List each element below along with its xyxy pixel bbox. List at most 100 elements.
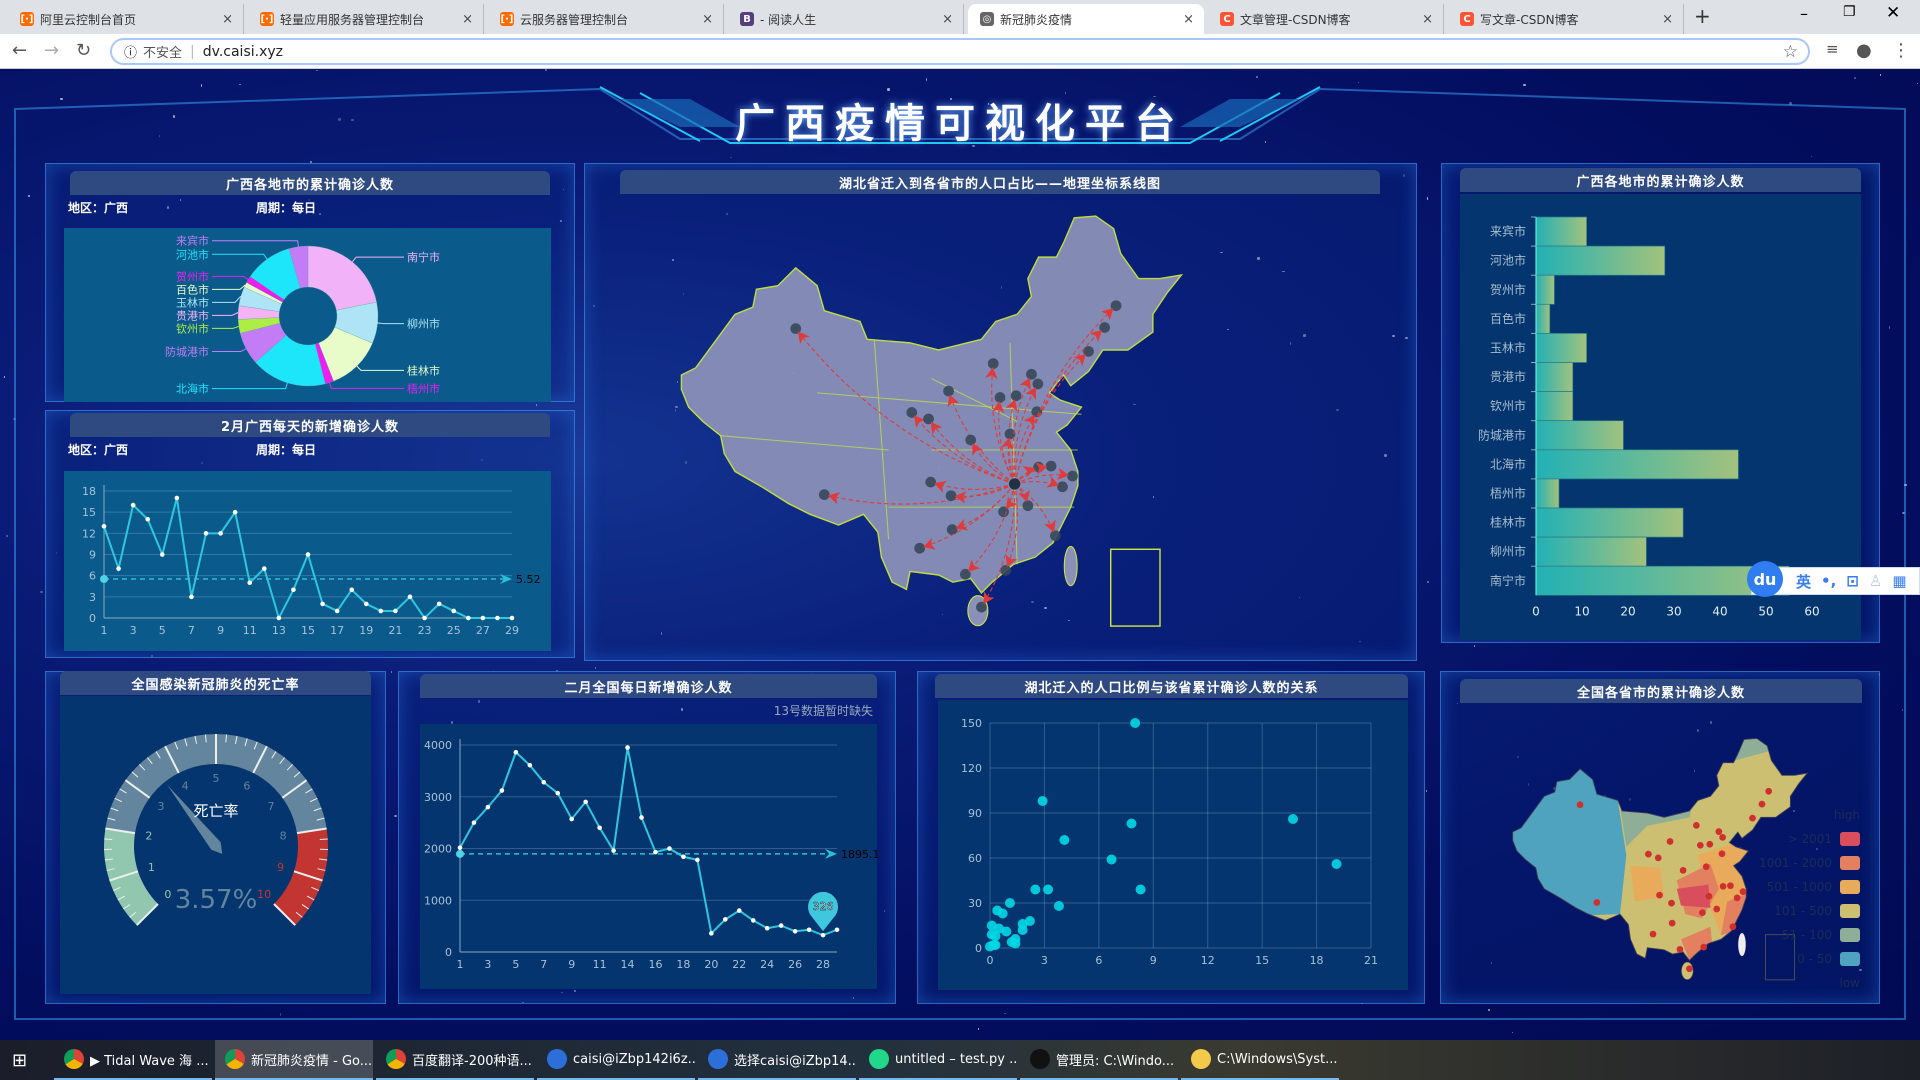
legend-high[interactable]: high <box>1760 803 1860 827</box>
taskbar-item[interactable]: 新冠肺炎疫情 - Go... <box>215 1040 373 1080</box>
close-tab-icon[interactable]: × <box>1422 11 1433 27</box>
ime-punct[interactable]: •, <box>1821 572 1837 590</box>
data-point <box>695 857 700 863</box>
data-point <box>597 825 602 831</box>
tab-3[interactable]: B - 阅读人生 × <box>728 4 964 34</box>
minimize-icon[interactable]: – <box>1800 4 1808 23</box>
menu-icon[interactable]: ⋮ <box>1892 40 1910 61</box>
taskbar-item[interactable]: caisi@iZbp142i6z... <box>537 1040 695 1080</box>
legend-item[interactable]: 0 - 50 <box>1760 947 1860 971</box>
province-capital-dot <box>1692 821 1700 829</box>
category-label: 柳州市 <box>1490 544 1526 559</box>
x-tick-label: 3 <box>130 624 137 637</box>
legend-item[interactable]: 51 - 100 <box>1760 923 1860 947</box>
info-icon[interactable]: ⓘ <box>124 46 138 61</box>
star-decoration <box>1043 606 1047 609</box>
x-tick-label: 3 <box>1041 954 1048 967</box>
star-decoration <box>1788 101 1792 105</box>
cn-map-title: 全国各省市的累计确诊人数 <box>1460 679 1862 703</box>
user-icon[interactable]: ♙ <box>1868 572 1883 590</box>
legend-item[interactable]: > 2001 <box>1760 827 1860 851</box>
url-text[interactable]: dv.caisi.xyz <box>202 43 284 60</box>
arrow-marker <box>827 492 841 505</box>
dashboard-page: 广西疫情可视化平台 广西各地市的累计确诊人数 地区：广西 周期：每日 南宁市 柳州… <box>0 69 1920 1040</box>
star-decoration <box>1901 708 1904 712</box>
star-decoration <box>1522 84 1526 87</box>
legend-label: 0 - 50 <box>1797 952 1832 966</box>
tab-6[interactable]: C 写文章-CSDN博客 × <box>1448 4 1684 34</box>
chrome-icon <box>64 1049 84 1069</box>
gauge-tick-label: 0 <box>164 888 171 901</box>
star-decoration <box>1710 721 1712 724</box>
star-decoration <box>562 189 564 191</box>
tab-4[interactable]: ◎ 新冠肺炎疫情 × <box>968 4 1204 34</box>
star-decoration <box>1264 141 1266 144</box>
migration-line <box>980 483 1016 608</box>
category-label: 贺州市 <box>1490 282 1526 297</box>
star-decoration <box>1336 408 1340 412</box>
close-tab-icon[interactable]: × <box>702 11 713 27</box>
reload-icon[interactable]: ↻ <box>76 40 92 61</box>
legend-item[interactable]: 101 - 500 <box>1760 899 1860 923</box>
region-fill <box>1630 865 1665 902</box>
tab-2[interactable]: [·] 云服务器管理控制台 × <box>488 4 724 34</box>
taskbar-item[interactable]: 百度翻译-200种语... <box>376 1040 534 1080</box>
migration-map[interactable] <box>660 200 1220 650</box>
restore-icon[interactable]: ❐ <box>1843 4 1856 20</box>
media-icon[interactable]: ≡ <box>1826 40 1839 58</box>
new-tab-button[interactable]: + <box>1694 4 1711 28</box>
migration-line <box>930 481 1015 490</box>
forward-icon[interactable]: → <box>44 40 60 61</box>
legend-item[interactable]: 1001 - 2000 <box>1759 851 1860 875</box>
profile-icon[interactable]: ● <box>1856 40 1872 61</box>
star-decoration <box>1694 769 1696 772</box>
visual-map-legend[interactable]: high > 2001 1001 - 2000 501 - 1000 101 - 500… <box>1759 803 1861 995</box>
min-marker-label: 326 <box>813 900 834 913</box>
arrow-marker <box>972 443 984 457</box>
tab-1[interactable]: [·] 轻量应用服务器管理控制台 × <box>248 4 484 34</box>
close-tab-icon[interactable]: × <box>462 11 473 27</box>
skin-icon[interactable]: ⊡ <box>1846 572 1859 590</box>
pie-slice <box>288 245 309 289</box>
star-decoration <box>677 380 679 384</box>
close-tab-icon[interactable]: × <box>1662 11 1673 27</box>
legend-item[interactable]: 501 - 1000 <box>1760 875 1860 899</box>
baidu-ime-logo[interactable]: du <box>1747 561 1783 597</box>
city-point <box>998 506 1009 518</box>
star-decoration <box>1227 329 1229 331</box>
star-decoration <box>675 408 677 412</box>
close-tab-icon[interactable]: × <box>222 11 233 27</box>
grid-icon[interactable]: ▦ <box>1892 572 1907 590</box>
slice-label: 贵港市 <box>176 308 209 322</box>
address-bar[interactable]: ⓘ 不安全 | dv.caisi.xyz ☆ <box>110 38 1810 65</box>
ime-lang[interactable]: 英 <box>1796 572 1812 591</box>
taskbar-item[interactable]: 选择caisi@iZbp14... <box>698 1040 856 1080</box>
province-choropleth-map[interactable] <box>1500 729 1830 994</box>
tab-0[interactable]: [·] 阿里云控制台首页 × <box>8 4 244 34</box>
legend-low[interactable]: low <box>1760 971 1861 995</box>
star-decoration <box>40 590 43 594</box>
close-tab-icon[interactable]: × <box>1183 11 1194 27</box>
taskbar-item[interactable]: ▶ Tidal Wave 海 ... <box>54 1040 212 1080</box>
minor-tick <box>295 911 303 918</box>
tab-5[interactable]: C 文章管理-CSDN博客 × <box>1208 4 1444 34</box>
scatter-point <box>1030 884 1041 895</box>
gauge-tick-label: 3 <box>157 800 164 813</box>
minor-tick <box>131 771 139 778</box>
category-label: 北海市 <box>1490 456 1526 471</box>
star-decoration <box>1810 155 1813 157</box>
close-tab-icon[interactable]: × <box>942 11 953 27</box>
arrow-marker <box>947 394 960 408</box>
taskbar-item[interactable]: C:\Windows\Syst... <box>1181 1040 1339 1080</box>
arrow-marker <box>1089 329 1103 343</box>
minor-tick <box>309 797 318 803</box>
close-window-icon[interactable]: ✕ <box>1886 3 1901 23</box>
taskbar-item[interactable]: 管理员: C:\Windo... <box>1020 1040 1178 1080</box>
series-line <box>103 497 512 621</box>
taskbar-item[interactable]: untitled – test.py ... <box>859 1040 1017 1080</box>
legend-label: 101 - 500 <box>1774 904 1832 918</box>
region-fill <box>1617 738 1795 847</box>
windows-start-icon[interactable]: ⊞ <box>12 1050 28 1071</box>
bookmark-star-icon[interactable]: ☆ <box>1782 41 1798 62</box>
back-icon[interactable]: ← <box>12 40 28 61</box>
